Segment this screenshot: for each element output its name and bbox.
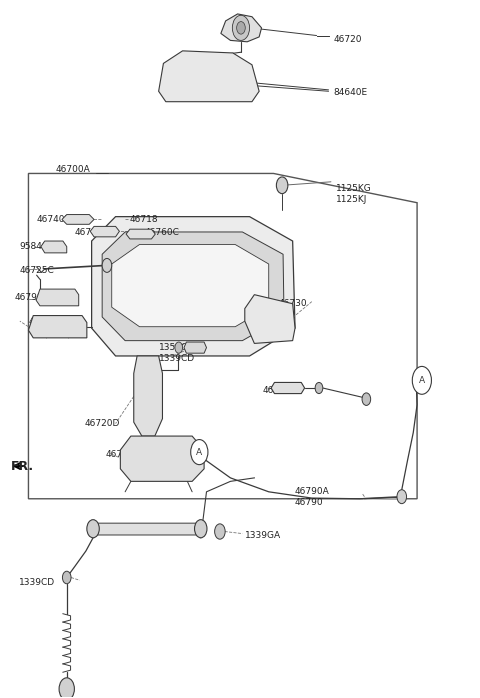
Text: 46790A: 46790A (295, 487, 330, 496)
Polygon shape (102, 232, 284, 341)
Circle shape (194, 520, 207, 537)
Polygon shape (221, 14, 262, 42)
Text: 46725C: 46725C (20, 266, 55, 275)
Polygon shape (184, 342, 206, 353)
Text: 46700A: 46700A (56, 165, 91, 174)
Text: 1125KG: 1125KG (336, 184, 372, 193)
Text: 46730: 46730 (278, 299, 307, 309)
Circle shape (191, 440, 208, 465)
Circle shape (397, 490, 407, 504)
Polygon shape (120, 436, 204, 482)
Text: 95840: 95840 (19, 242, 48, 251)
Circle shape (62, 571, 71, 584)
Circle shape (59, 678, 74, 698)
Circle shape (175, 342, 182, 353)
Text: 46790: 46790 (295, 498, 324, 507)
Text: 1339CD: 1339CD (158, 354, 195, 362)
Polygon shape (62, 214, 94, 224)
Text: FR.: FR. (11, 459, 35, 473)
Text: 46780C: 46780C (263, 386, 298, 395)
Text: A: A (419, 376, 425, 385)
Text: 46740D: 46740D (36, 215, 72, 224)
Circle shape (412, 366, 432, 394)
Circle shape (102, 258, 112, 272)
Polygon shape (91, 524, 203, 535)
Polygon shape (112, 244, 269, 327)
Text: 46760C: 46760C (144, 228, 179, 237)
Circle shape (237, 22, 245, 34)
Polygon shape (245, 295, 295, 343)
Text: 1339CD: 1339CD (19, 578, 55, 587)
Polygon shape (36, 289, 79, 306)
Circle shape (362, 393, 371, 406)
Circle shape (232, 15, 250, 40)
Text: 1351GA: 1351GA (158, 343, 195, 352)
Text: 1339GA: 1339GA (245, 531, 281, 540)
Text: A: A (196, 447, 203, 456)
Polygon shape (134, 356, 162, 436)
Polygon shape (28, 315, 87, 338)
Text: 46718: 46718 (130, 215, 158, 224)
Circle shape (215, 524, 225, 539)
Text: 46710F: 46710F (28, 317, 62, 326)
Text: 46720: 46720 (333, 34, 362, 43)
Text: 46720D: 46720D (84, 419, 120, 428)
Text: 46770B: 46770B (106, 450, 141, 459)
Text: 46798A: 46798A (15, 293, 50, 302)
Circle shape (87, 520, 99, 537)
Circle shape (276, 177, 288, 193)
Polygon shape (271, 383, 305, 394)
Text: 1125KJ: 1125KJ (336, 195, 367, 204)
Polygon shape (126, 229, 156, 239)
Polygon shape (90, 226, 120, 237)
Text: 46760A: 46760A (75, 228, 109, 237)
Text: 84640E: 84640E (333, 88, 368, 97)
Polygon shape (158, 51, 259, 102)
Polygon shape (92, 216, 295, 356)
Circle shape (315, 383, 323, 394)
Polygon shape (41, 241, 67, 253)
